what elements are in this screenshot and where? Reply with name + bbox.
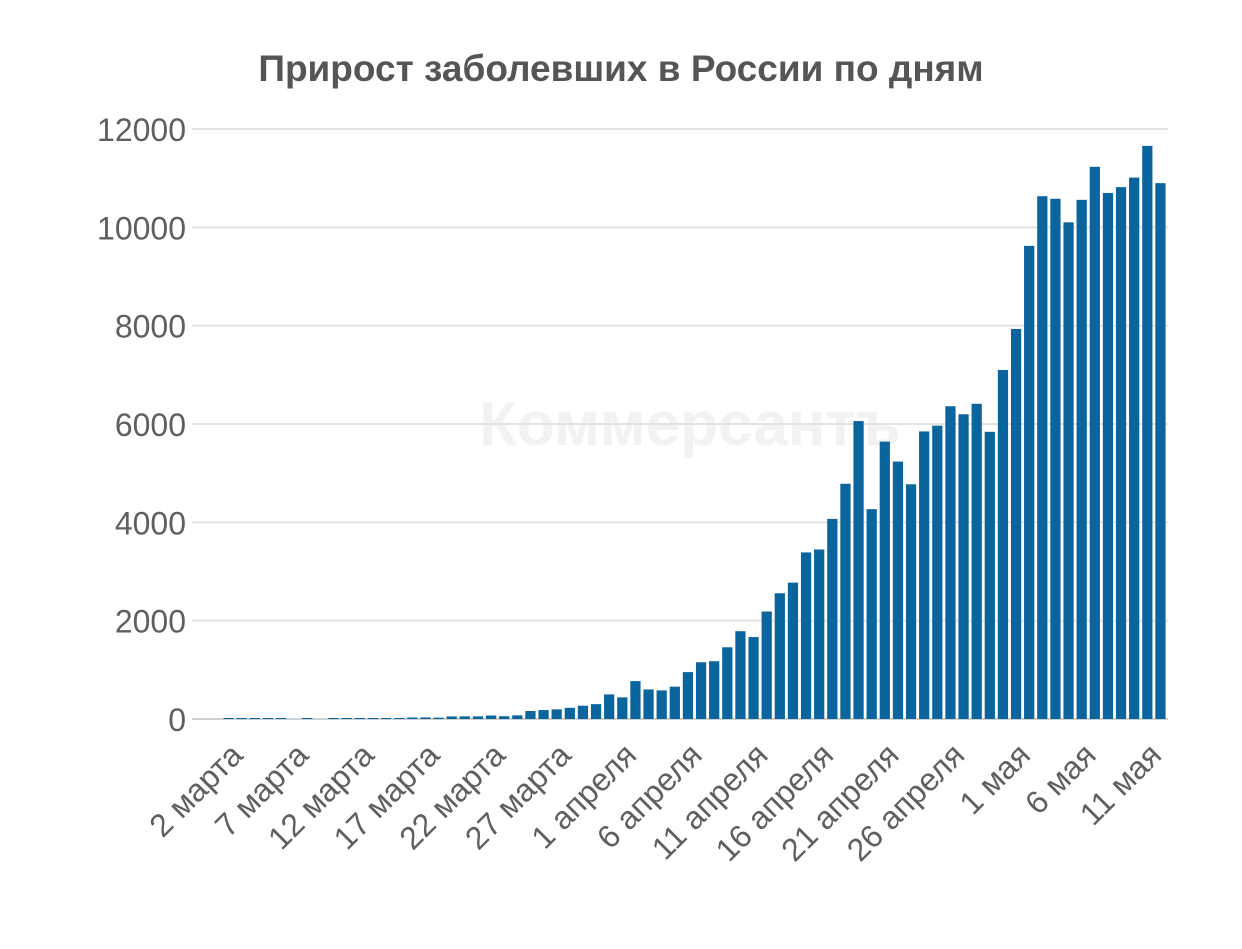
bar xyxy=(328,718,339,719)
bar xyxy=(262,718,274,719)
bar xyxy=(433,717,444,719)
bar xyxy=(485,715,497,719)
y-tick-label: 8000 xyxy=(115,309,186,345)
bar xyxy=(472,716,484,719)
bar xyxy=(748,637,759,719)
y-tick-label: 10000 xyxy=(97,210,186,246)
bar xyxy=(564,707,575,719)
bar xyxy=(800,552,812,719)
bar xyxy=(1142,145,1153,719)
bar xyxy=(879,441,890,719)
bar xyxy=(512,715,523,719)
bar xyxy=(289,718,300,719)
bar xyxy=(1010,328,1022,719)
bar xyxy=(932,425,943,719)
bar xyxy=(919,431,930,719)
bar xyxy=(905,484,917,719)
bar xyxy=(630,681,641,719)
bar xyxy=(525,710,536,719)
bar xyxy=(1076,199,1087,720)
bar xyxy=(367,718,379,719)
y-tick-label: 0 xyxy=(168,702,186,738)
chart-title: Прирост заболевших в России по дням xyxy=(258,48,984,89)
bar xyxy=(1024,245,1035,719)
bar xyxy=(1102,192,1114,720)
bar xyxy=(499,716,510,719)
bar xyxy=(945,406,956,719)
bar xyxy=(407,717,418,719)
bar xyxy=(709,661,720,719)
bar xyxy=(577,705,589,719)
bar xyxy=(354,718,365,719)
bar xyxy=(722,647,733,719)
bar xyxy=(669,686,680,719)
bar xyxy=(866,509,877,719)
bar xyxy=(394,718,405,719)
bar xyxy=(446,716,457,719)
bar xyxy=(840,483,851,719)
y-tick-label: 4000 xyxy=(115,505,186,541)
bar xyxy=(302,718,313,719)
bar xyxy=(761,611,772,719)
bar xyxy=(656,690,667,719)
bar xyxy=(643,689,654,719)
x-tick-label: 1 мая xyxy=(952,736,1037,821)
bar xyxy=(958,414,969,719)
bar xyxy=(551,709,562,719)
y-axis-ticks: 0 2000 4000 6000 8000 10000 12000 xyxy=(97,112,186,738)
bar xyxy=(695,662,707,719)
bar xyxy=(380,718,392,719)
bars xyxy=(223,145,1166,720)
bar xyxy=(827,518,838,719)
bar xyxy=(787,582,799,719)
bar xyxy=(997,369,1009,719)
bar xyxy=(1115,187,1127,719)
bar xyxy=(1089,166,1100,719)
bar xyxy=(604,694,615,719)
bar xyxy=(223,718,234,719)
bar xyxy=(315,718,326,719)
y-tick-label: 12000 xyxy=(97,112,186,148)
bar xyxy=(1037,196,1048,719)
bar xyxy=(590,704,602,719)
bar xyxy=(682,672,694,719)
bar xyxy=(420,717,431,719)
bar xyxy=(249,718,260,719)
bar xyxy=(236,718,247,719)
bar xyxy=(341,718,352,719)
bar xyxy=(853,421,864,719)
bar xyxy=(459,716,470,719)
bar xyxy=(1155,183,1166,719)
bar xyxy=(275,718,287,719)
bar xyxy=(971,403,982,719)
bar xyxy=(774,593,785,719)
bar xyxy=(1063,222,1074,719)
gridlines xyxy=(192,128,1168,720)
y-tick-label: 2000 xyxy=(115,604,186,640)
bar xyxy=(735,631,746,719)
bar xyxy=(1050,198,1061,719)
bar xyxy=(984,431,995,719)
bar xyxy=(892,461,904,719)
bar xyxy=(617,697,628,719)
y-tick-label: 6000 xyxy=(115,407,186,443)
bar xyxy=(814,549,825,719)
bar xyxy=(538,710,549,719)
bar xyxy=(1129,177,1140,719)
